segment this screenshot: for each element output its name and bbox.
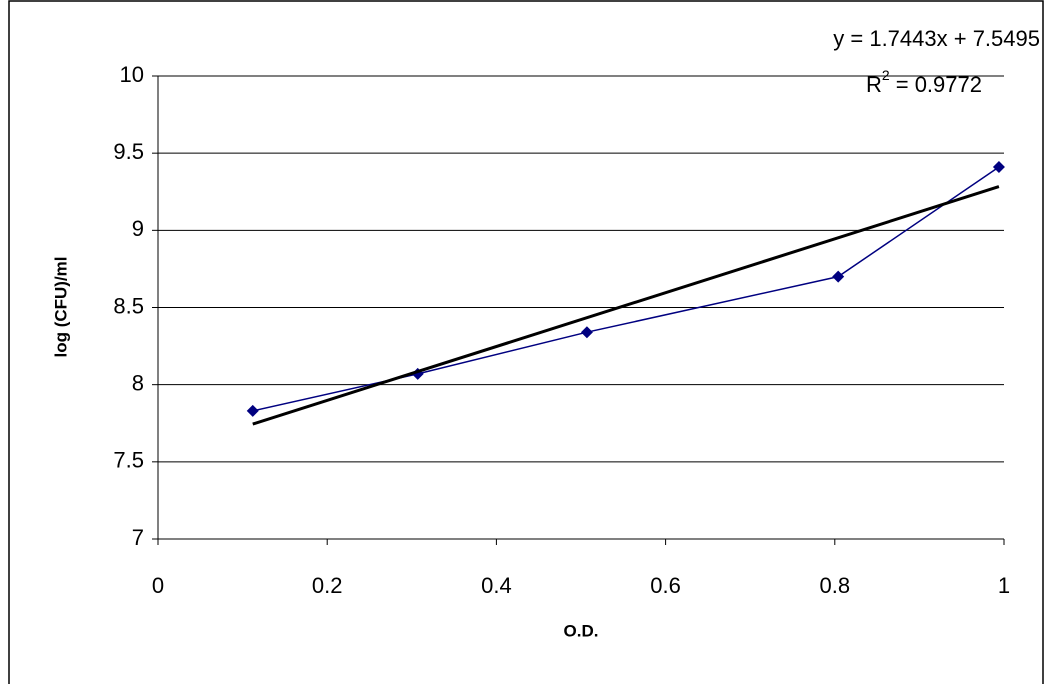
y-axis-title: log (CFU)/ml <box>51 256 70 357</box>
data-point <box>832 271 844 283</box>
data-point <box>993 161 1005 173</box>
x-axis-title: O.D. <box>564 621 599 640</box>
chart: O.D. log (CFU)/ml y = 1.7443x + 7.5495 R… <box>0 0 1051 684</box>
series-line <box>253 167 999 411</box>
trend-equation: y = 1.7443x + 7.5495 <box>833 26 1040 51</box>
y-tick-label: 7 <box>132 525 144 550</box>
r-squared: R2 = 0.9772 <box>866 67 982 97</box>
x-tick-label: 0 <box>152 573 164 598</box>
x-tick-label: 0.6 <box>650 573 681 598</box>
y-tick-label: 10 <box>120 62 144 87</box>
y-tick-label: 7.5 <box>113 448 144 473</box>
trendline <box>253 187 999 424</box>
y-tick-label: 9 <box>132 216 144 241</box>
x-tick-label: 0.8 <box>820 573 851 598</box>
x-tick-label: 0.2 <box>312 573 343 598</box>
data-point <box>247 405 259 417</box>
x-tick-label: 1 <box>998 573 1010 598</box>
y-tick-label: 8 <box>132 370 144 395</box>
data-point <box>581 326 593 338</box>
r-squared-sup: 2 <box>882 67 890 83</box>
y-tick-label: 8.5 <box>113 293 144 318</box>
y-tick-label: 9.5 <box>113 139 144 164</box>
x-tick-label: 0.4 <box>481 573 512 598</box>
